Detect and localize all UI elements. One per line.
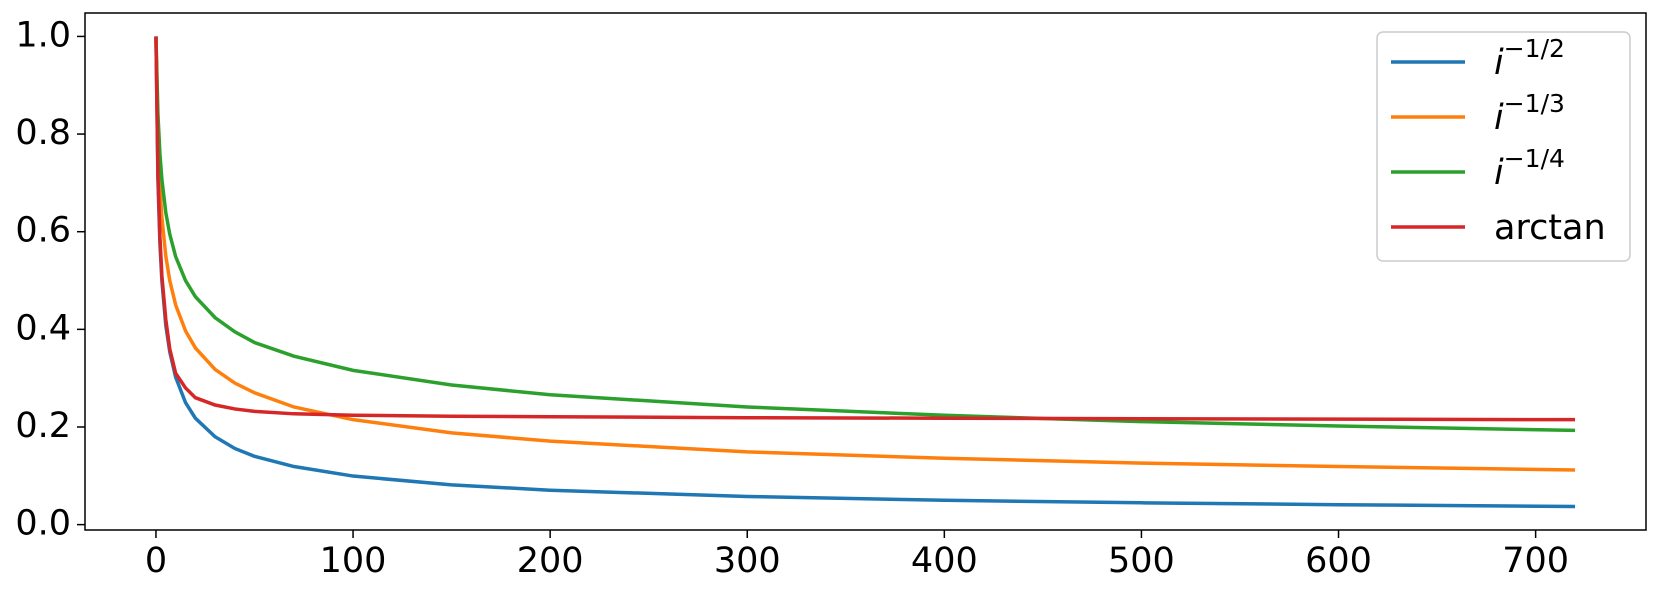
x-tick-label: 400: [911, 541, 978, 581]
plot-frame: [84, 12, 1647, 531]
x-tick-label: 100: [320, 541, 387, 581]
x-tick-label: 0: [145, 541, 167, 581]
x-tick-label: 500: [1108, 541, 1175, 581]
y-tick-label: 1.0: [15, 15, 71, 55]
series-line: [154, 36, 1576, 509]
x-tick-label: 700: [1502, 541, 1569, 581]
y-tick-label: 0.2: [15, 406, 71, 446]
series-line: [154, 36, 1576, 472]
y-tick-label: 0.4: [15, 308, 71, 348]
legend-label: arctan: [1494, 208, 1606, 248]
legend: i−1/2 i−1/3 i−1/4 arctan: [1376, 31, 1631, 262]
legend-box: [1376, 31, 1631, 262]
x-tick-label: 300: [714, 541, 781, 581]
legend-label: i−1/4: [1494, 144, 1565, 193]
legend-label: i−1/2: [1494, 34, 1565, 83]
x-tick-label: 600: [1305, 541, 1372, 581]
x-tick-label: 200: [517, 541, 584, 581]
legend-label: i−1/3: [1494, 89, 1565, 138]
series-line: [154, 36, 1576, 433]
series-line: [154, 36, 1576, 422]
y-tick-label: 0.0: [15, 504, 71, 544]
y-tick-label: 0.6: [15, 211, 71, 251]
y-tick-label: 0.8: [15, 113, 71, 153]
